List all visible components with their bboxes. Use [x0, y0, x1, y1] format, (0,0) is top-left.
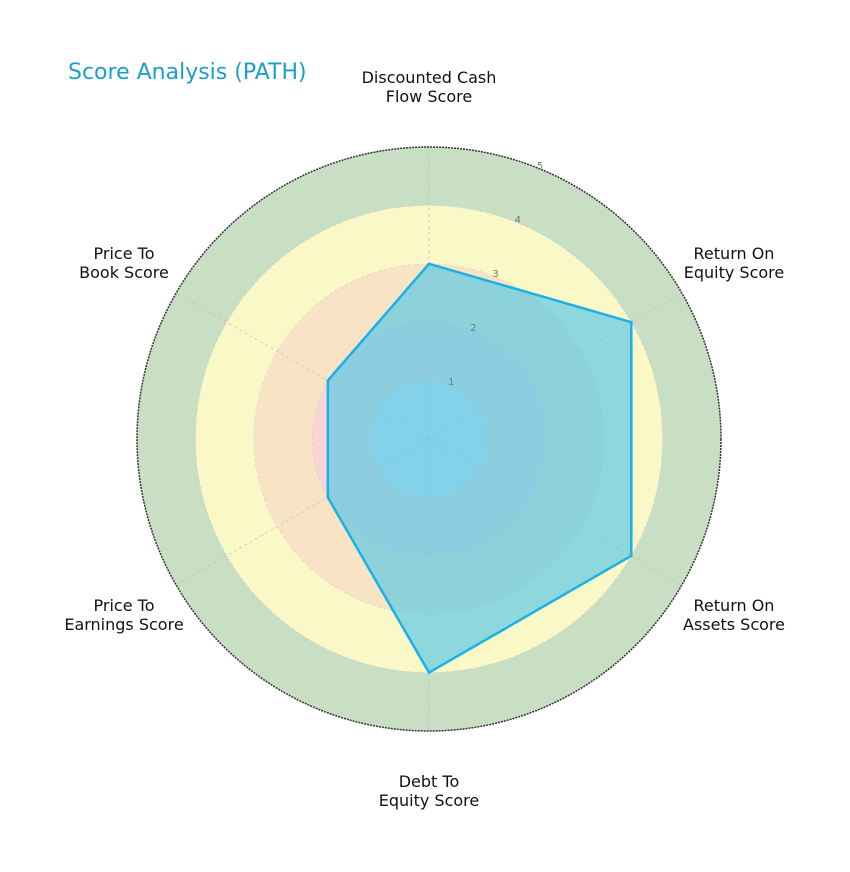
axis-label: Return On Assets Score	[683, 596, 785, 634]
svg-text:5: 5	[537, 161, 543, 172]
svg-text:2: 2	[470, 323, 476, 334]
axis-label: Price To Earnings Score	[64, 596, 184, 634]
chart-title: Score Analysis (PATH)	[68, 60, 307, 85]
svg-text:1: 1	[448, 377, 454, 388]
axis-label: Return On Equity Score	[683, 244, 785, 282]
axis-label: Discounted Cash Flow Score	[361, 68, 497, 106]
series-polygon	[326, 262, 633, 675]
svg-text:3: 3	[492, 269, 498, 280]
svg-text:4: 4	[515, 215, 521, 226]
axis-label: Debt To Equity Score	[378, 772, 480, 810]
axis-label: Price To Book Score	[79, 244, 169, 282]
